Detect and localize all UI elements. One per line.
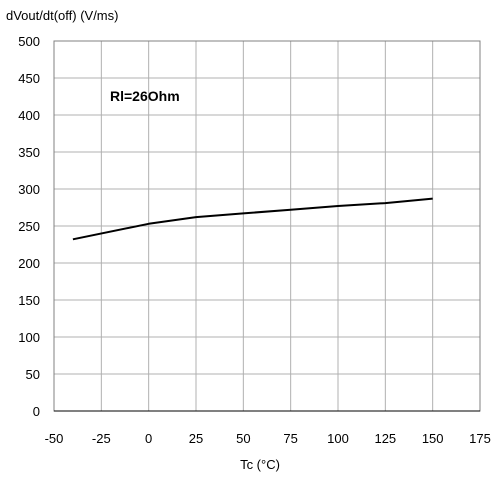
y-tick-label: 250 <box>18 219 40 234</box>
y-tick-labels: 0 50 100 150 200 250 300 350 400 450 500 <box>18 34 40 419</box>
x-tick-label: 150 <box>422 431 444 446</box>
y-tick-label: 50 <box>26 367 40 382</box>
y-tick-label: 200 <box>18 256 40 271</box>
y-axis-label: dVout/dt(off) (V/ms) <box>6 8 118 23</box>
x-tick-label: 125 <box>374 431 396 446</box>
x-tick-label: -25 <box>92 431 111 446</box>
series-line <box>72 197 433 241</box>
y-tick-label: 500 <box>18 34 40 49</box>
x-tick-label: 50 <box>236 431 250 446</box>
x-tick-labels: -50 -25 0 25 50 75 100 125 150 175 <box>45 431 491 446</box>
x-tick-label: 175 <box>469 431 491 446</box>
x-tick-label: 100 <box>327 431 349 446</box>
y-tick-label: 300 <box>18 182 40 197</box>
y-tick-label: 0 <box>33 404 40 419</box>
series-lines <box>72 197 433 241</box>
annotation-label: Rl=26Ohm <box>110 88 180 104</box>
y-tick-label: 150 <box>18 293 40 308</box>
x-tick-label: 25 <box>189 431 203 446</box>
y-tick-label: 100 <box>18 330 40 345</box>
axes <box>53 40 481 412</box>
y-tick-label: 450 <box>18 71 40 86</box>
y-tick-label: 350 <box>18 145 40 160</box>
x-tick-label: -50 <box>45 431 64 446</box>
x-tick-label: 0 <box>145 431 152 446</box>
x-tick-label: 75 <box>283 431 297 446</box>
y-tick-label: 400 <box>18 108 40 123</box>
x-axis-label: Tc (°C) <box>240 457 280 472</box>
